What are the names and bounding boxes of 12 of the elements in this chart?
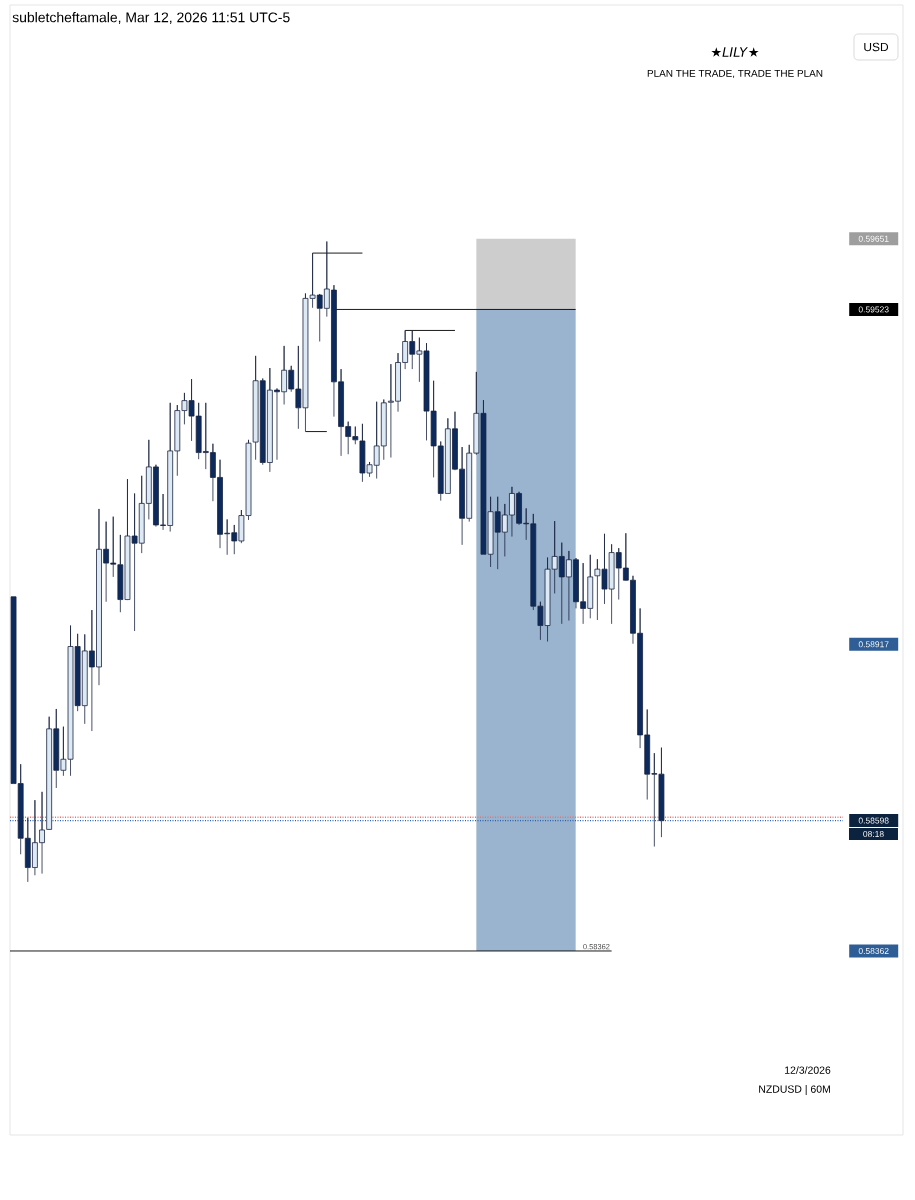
text: PLAN THE TRADE, TRADE THE PLAN: [647, 69, 823, 79]
y-axis-title: USD: [864, 42, 889, 52]
y-tick-label: 0.59523: [858, 306, 889, 313]
text: 08:18: [863, 831, 884, 837]
y-tick-label: 0.58917: [858, 641, 889, 648]
y-tick-label: 0.59651: [858, 235, 889, 242]
annotation: subletcheftamale, Mar 12, 2026 11:51 UTC-5: [12, 12, 290, 24]
annotation: NZDUSD | 60M: [759, 1085, 830, 1095]
y-tick-label: 0.58362: [858, 947, 889, 954]
annotation: 12/3/2026: [785, 1066, 831, 1074]
text: ★LILY★: [711, 47, 759, 57]
y-tick-label: 0.58598: [858, 817, 889, 824]
